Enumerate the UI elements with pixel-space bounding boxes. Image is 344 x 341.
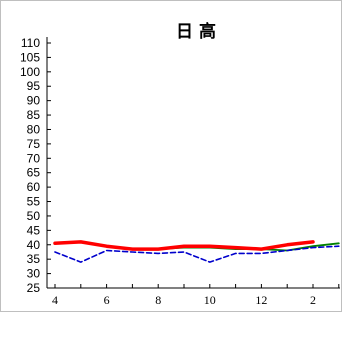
y-tick-label: 90 — [27, 94, 41, 108]
chart-title: 日 高 — [176, 21, 216, 42]
x-tick-labels: 4 6 8 10 12 2 — [52, 293, 316, 307]
x-tick-label: 8 — [155, 293, 161, 307]
series-line-3 — [54, 245, 340, 263]
x-tick-label: 2 — [310, 293, 316, 307]
y-tick-label: 65 — [27, 166, 41, 180]
y-tick-label: 105 — [20, 50, 40, 64]
y-tick-label: 100 — [20, 65, 40, 79]
y-tick-label: 80 — [27, 122, 41, 136]
series-line-1 — [53, 240, 315, 251]
y-tick-label: 50 — [27, 209, 41, 223]
x-tick-label: 6 — [104, 293, 110, 307]
y-tick-label: 35 — [27, 252, 41, 266]
y-tick-label: 70 — [27, 151, 41, 165]
y-tick-label: 25 — [27, 281, 41, 295]
axes — [46, 37, 340, 289]
chart-frame — [0, 0, 342, 312]
y-tick-label: 85 — [27, 108, 41, 122]
y-tick-label: 75 — [27, 137, 41, 151]
x-tick-label: 4 — [52, 293, 58, 307]
y-tick-label: 60 — [27, 180, 41, 194]
y-tick-label: 40 — [27, 238, 41, 252]
x-tick-label: 12 — [255, 293, 267, 307]
y-tick-label: 55 — [27, 195, 41, 209]
y-tick-label: 95 — [27, 79, 41, 93]
y-tick-label: 110 — [21, 36, 40, 50]
x-tick-label: 10 — [204, 293, 216, 307]
y-tick-label: 45 — [27, 223, 41, 237]
y-tick-label: 30 — [27, 267, 41, 281]
series-lines — [53, 240, 340, 263]
